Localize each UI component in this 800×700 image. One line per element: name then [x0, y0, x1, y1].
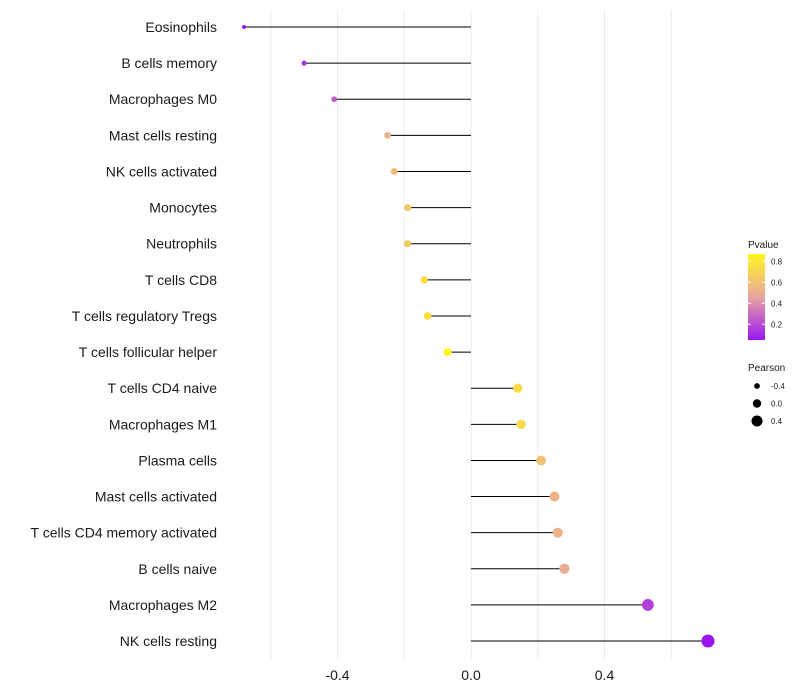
category-label: NK cells activated: [106, 163, 217, 179]
grid: [270, 10, 672, 660]
x-tick-label: -0.4: [325, 667, 349, 683]
size-legend-dot: [754, 383, 760, 389]
data-point: [549, 491, 560, 502]
data-point: [641, 598, 654, 611]
category-label: Mast cells activated: [95, 489, 217, 505]
data-point: [403, 240, 412, 248]
category-label: T cells CD4 naive: [108, 380, 218, 396]
pearson-legend-title: Pearson: [748, 363, 785, 374]
colorbar-tick-label: 0.8: [771, 257, 783, 266]
x-axis-ticks: -0.4 0.0 0.4: [325, 667, 614, 683]
data-point: [390, 168, 398, 175]
category-label: Macrophages M1: [109, 416, 217, 432]
data-point: [423, 312, 432, 320]
category-label: B cells naive: [138, 561, 217, 577]
category-label: Mast cells resting: [109, 127, 217, 143]
category-label: T cells follicular helper: [79, 344, 218, 360]
pvalue-colorbar: [748, 254, 765, 340]
category-label: B cells memory: [121, 55, 217, 71]
data-point: [513, 383, 523, 393]
colorbar-tick-label: 0.4: [771, 299, 783, 308]
size-legend-dot: [752, 399, 762, 408]
category-label: T cells regulatory Tregs: [72, 308, 217, 324]
data-point: [403, 204, 412, 212]
size-legend-label: -0.4: [771, 382, 785, 391]
size-legend-dot: [751, 415, 763, 427]
category-label: T cells CD8: [145, 272, 217, 288]
category-label: Neutrophils: [146, 236, 217, 252]
data-point: [443, 348, 452, 357]
data-point: [420, 276, 429, 284]
pvalue-legend: Pvalue 0.2 0.4 0.6 0.8: [748, 240, 783, 340]
data-point: [552, 527, 563, 538]
category-label: NK cells resting: [120, 633, 217, 649]
size-legend-label: 0.0: [771, 400, 783, 409]
data-point: [516, 419, 526, 430]
x-tick-label: 0.0: [461, 667, 481, 683]
data-point: [559, 563, 570, 574]
category-labels: Eosinophils B cells memory Macrophages M0 M…: [31, 19, 218, 649]
data-point: [701, 634, 715, 648]
points: [242, 25, 715, 648]
data-point: [242, 25, 247, 29]
size-legend-label: 0.4: [771, 417, 783, 426]
data-point: [384, 131, 391, 139]
category-label: Macrophages M2: [109, 597, 217, 613]
stems: [244, 26, 708, 642]
data-point: [301, 60, 307, 66]
category-label: Eosinophils: [145, 19, 217, 35]
pearson-legend: Pearson -0.4 0.0 0.4: [748, 363, 785, 427]
category-label: Monocytes: [149, 200, 217, 216]
colorbar-tick-label: 0.6: [771, 278, 783, 287]
pvalue-legend-title: Pvalue: [748, 240, 779, 251]
category-label: T cells CD4 memory activated: [31, 525, 217, 541]
data-point: [331, 96, 338, 103]
category-label: Macrophages M0: [109, 91, 217, 107]
data-point: [536, 455, 546, 466]
x-tick-label: 0.4: [595, 667, 615, 683]
category-label: Plasma cells: [138, 452, 217, 468]
colorbar-tick-label: 0.2: [771, 320, 783, 329]
